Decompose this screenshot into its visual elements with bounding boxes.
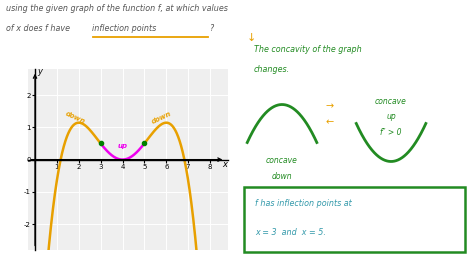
Text: down: down — [64, 111, 86, 125]
Text: up: up — [386, 113, 396, 121]
Text: concave: concave — [266, 156, 298, 165]
Text: down: down — [151, 111, 173, 125]
Text: changes.: changes. — [254, 65, 290, 74]
Text: f″ > 0: f″ > 0 — [380, 128, 402, 137]
Text: ↓: ↓ — [246, 33, 256, 43]
Text: x = 3  and  x = 5.: x = 3 and x = 5. — [255, 228, 326, 237]
Text: y: y — [37, 67, 42, 76]
Text: down: down — [272, 172, 292, 181]
Text: concave: concave — [375, 97, 407, 106]
Text: of x does f have: of x does f have — [6, 24, 72, 33]
Text: →: → — [325, 101, 334, 111]
FancyBboxPatch shape — [244, 187, 465, 252]
Text: up: up — [118, 143, 128, 149]
Text: x: x — [222, 160, 227, 169]
Text: f″ < 0: f″ < 0 — [271, 188, 293, 197]
Text: inflection points: inflection points — [92, 24, 157, 33]
Text: ←: ← — [325, 117, 334, 127]
Text: using the given graph of the function f, at which values: using the given graph of the function f,… — [6, 4, 228, 13]
Text: ?: ? — [209, 24, 213, 33]
Text: f has inflection points at: f has inflection points at — [255, 199, 352, 208]
Text: The concavity of the graph: The concavity of the graph — [254, 45, 361, 54]
